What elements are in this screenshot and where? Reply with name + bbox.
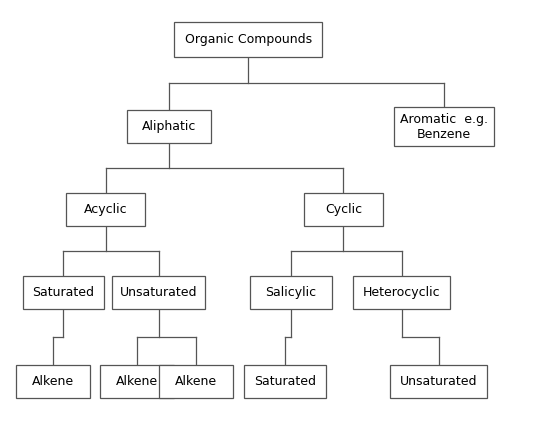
Text: Organic Compounds: Organic Compounds — [185, 33, 312, 46]
FancyBboxPatch shape — [175, 22, 322, 57]
FancyBboxPatch shape — [158, 365, 232, 398]
Text: Aliphatic: Aliphatic — [142, 120, 196, 133]
Text: Salicylic: Salicylic — [265, 286, 316, 299]
FancyBboxPatch shape — [100, 365, 175, 398]
FancyBboxPatch shape — [390, 365, 487, 398]
FancyBboxPatch shape — [250, 276, 331, 309]
Text: Unsaturated: Unsaturated — [120, 286, 197, 299]
Text: Heterocyclic: Heterocyclic — [363, 286, 440, 299]
Text: Saturated: Saturated — [32, 286, 94, 299]
Text: Alkene: Alkene — [116, 375, 158, 388]
FancyBboxPatch shape — [244, 365, 326, 398]
Text: Saturated: Saturated — [254, 375, 316, 388]
Text: Unsaturated: Unsaturated — [400, 375, 477, 388]
FancyBboxPatch shape — [112, 276, 205, 309]
Text: Cyclic: Cyclic — [325, 203, 362, 216]
FancyBboxPatch shape — [23, 276, 105, 309]
FancyBboxPatch shape — [393, 107, 494, 146]
FancyBboxPatch shape — [353, 276, 451, 309]
FancyBboxPatch shape — [66, 193, 146, 226]
Text: Aromatic  e.g.
Benzene: Aromatic e.g. Benzene — [400, 113, 488, 141]
Text: Alkene: Alkene — [32, 375, 74, 388]
FancyBboxPatch shape — [304, 193, 383, 226]
Text: Alkene: Alkene — [175, 375, 217, 388]
FancyBboxPatch shape — [127, 110, 211, 143]
Text: Acyclic: Acyclic — [84, 203, 128, 216]
FancyBboxPatch shape — [16, 365, 90, 398]
